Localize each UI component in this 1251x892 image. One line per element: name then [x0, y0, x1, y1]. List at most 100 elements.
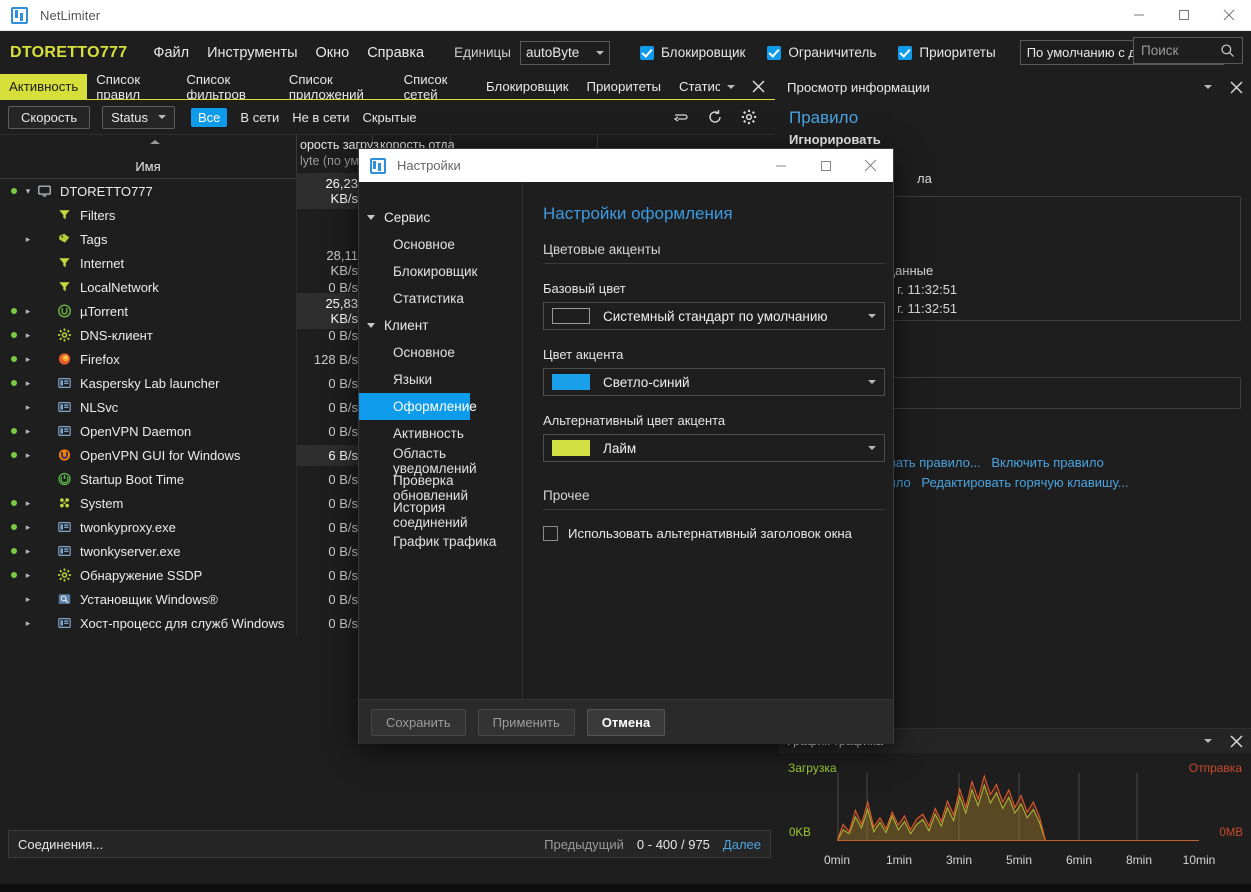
close-icon[interactable] — [1230, 734, 1243, 748]
reset-icon[interactable] — [673, 109, 689, 125]
minimize-button[interactable] — [1116, 0, 1161, 31]
settings-close-button[interactable] — [848, 149, 893, 182]
filter-all[interactable]: Все — [191, 107, 228, 127]
chevron-right-icon[interactable]: ▸ — [25, 425, 31, 436]
filter-offline[interactable]: Не в сети — [292, 109, 350, 125]
settings-nav-item[interactable]: История соединений — [393, 499, 468, 530]
table-row[interactable]: Startup Boot Time 0 B/s — [0, 467, 775, 491]
maximize-button[interactable] — [1161, 0, 1206, 31]
checkbox-icon[interactable] — [543, 526, 558, 541]
chevron-down-icon[interactable] — [1204, 85, 1212, 89]
tab-overflow-button[interactable] — [720, 74, 742, 99]
chevron-right-icon[interactable]: ▸ — [25, 305, 31, 316]
settings-maximize-button[interactable] — [803, 149, 848, 182]
tab-rule-list[interactable]: Список правил — [96, 71, 141, 102]
chevron-down-icon[interactable]: ▾ — [25, 185, 31, 196]
table-row[interactable]: ▸ DNS-клиент 0 B/s — [0, 323, 775, 347]
units-select[interactable]: autoByte — [519, 40, 610, 65]
table-row[interactable]: ▸ Kaspersky Lab launcher 0 B/s — [0, 371, 775, 395]
tab-network-list[interactable]: Список сетей — [403, 71, 448, 102]
chevron-right-icon[interactable]: ▸ — [25, 401, 31, 412]
table-row[interactable]: ▸ Хост-процесс для служб Windows 0 B/s — [0, 611, 775, 635]
settings-nav-item[interactable]: Основное — [393, 237, 455, 252]
tab-blocker[interactable]: Блокировщик — [485, 79, 569, 94]
speed-button[interactable]: Скорость — [8, 105, 91, 129]
filter-hidden[interactable]: Скрытые — [362, 109, 417, 125]
tab-filter-list[interactable]: Список фильтров — [186, 71, 246, 102]
chevron-right-icon[interactable]: ▸ — [25, 521, 31, 532]
refresh-icon[interactable] — [707, 109, 723, 125]
settings-nav-item[interactable]: Проверка обновлений — [393, 472, 468, 503]
menu-file[interactable]: Файл — [153, 44, 190, 61]
menu-help[interactable]: Справка — [367, 44, 425, 61]
table-row[interactable]: LocalNetwork 0 B/s — [0, 275, 775, 299]
apply-button[interactable]: Применить — [477, 708, 575, 736]
close-button[interactable] — [1206, 0, 1251, 31]
chevron-right-icon[interactable]: ▸ — [25, 329, 31, 340]
table-row[interactable]: ▸ NLSvc 0 B/s — [0, 395, 775, 419]
base-color-select[interactable]: Системный стандарт по умолчанию — [543, 302, 885, 330]
table-row[interactable]: ▸ System 0 B/s — [0, 491, 775, 515]
table-row[interactable]: ▾ DTORETTO777 26,23 KB/s — [0, 173, 775, 209]
settings-nav-item[interactable]: Языки — [393, 372, 433, 387]
link-edit-hotkey[interactable]: Редактировать горячую клавишу... — [921, 475, 1129, 490]
chevron-right-icon[interactable]: ▸ — [25, 449, 31, 460]
table-row[interactable]: ▸ twonkyserver.exe 0 B/s — [0, 539, 775, 563]
prev-page-button[interactable]: Предыдущий — [544, 836, 624, 852]
search-input[interactable]: Поиск — [1141, 43, 1179, 58]
settings-nav-item[interactable]: Блокировщик — [393, 264, 478, 279]
accent-color-select[interactable]: Светло-синий — [543, 368, 885, 396]
settings-nav-group[interactable]: Клиент — [359, 312, 522, 339]
settings-nav-item[interactable]: Область уведомлений — [393, 445, 477, 476]
checkbox-blocker[interactable]: Блокировщик — [639, 45, 745, 60]
chevron-right-icon[interactable]: ▸ — [25, 593, 31, 604]
chevron-right-icon[interactable]: ▸ — [25, 569, 31, 580]
cancel-button[interactable]: Отмена — [586, 708, 666, 736]
table-row[interactable]: ▸ Обнаружение SSDP 0 B/s — [0, 563, 775, 587]
save-button[interactable]: Сохранить — [371, 708, 466, 736]
tab-activity[interactable]: Активность — [0, 74, 88, 99]
table-row[interactable]: ▸ Tags — [0, 227, 775, 251]
search-box[interactable]: Поиск — [1133, 37, 1243, 64]
tab-statistics[interactable]: Статис — [679, 79, 720, 94]
tab-close-button[interactable] — [742, 74, 775, 99]
alt-accent-select[interactable]: Лайм — [543, 434, 885, 462]
chevron-right-icon[interactable]: ▸ — [25, 377, 31, 388]
chevron-right-icon[interactable]: ▸ — [25, 617, 31, 628]
menu-tools[interactable]: Инструменты — [207, 44, 298, 61]
chevron-right-icon[interactable]: ▸ — [25, 353, 31, 364]
account-name[interactable]: DTORETTO777 — [10, 43, 128, 61]
alt-titlebar-checkbox-row[interactable]: Использовать альтернативный заголовок ок… — [543, 526, 885, 541]
gear-icon[interactable] — [741, 109, 757, 125]
tab-app-list[interactable]: Список приложений — [288, 71, 364, 102]
chevron-right-icon[interactable]: ▸ — [25, 233, 31, 244]
status-filter-dropdown[interactable]: Status — [102, 105, 175, 129]
settings-nav-item[interactable]: График трафика — [393, 534, 497, 549]
chevron-down-icon[interactable] — [1204, 739, 1212, 743]
settings-nav-item[interactable]: Оформление — [359, 393, 477, 420]
table-row[interactable]: ▸ Firefox 128 B/s — [0, 347, 775, 371]
settings-nav-item[interactable]: Статистика — [393, 291, 464, 306]
table-row[interactable]: Internet 28,11 KB/s — [0, 248, 775, 278]
table-row[interactable]: ▸ Установщик Windows® 0 B/s — [0, 587, 775, 611]
link-enable-rule[interactable]: Включить правило — [991, 455, 1104, 470]
menu-window[interactable]: Окно — [315, 44, 350, 61]
settings-nav-group[interactable]: Сервис — [359, 204, 522, 231]
table-row[interactable]: ▸ twonkyproxy.exe 0 B/s — [0, 515, 775, 539]
settings-nav-item[interactable]: Активность — [393, 426, 464, 441]
table-row[interactable]: ▸ µTorrent 25,83 KB/s — [0, 293, 775, 329]
filter-online[interactable]: В сети — [240, 109, 280, 125]
chevron-right-icon[interactable]: ▸ — [25, 545, 31, 556]
table-row[interactable]: ▸ OpenVPN GUI for Windows 6 B/s — [0, 443, 775, 467]
table-row[interactable]: Filters — [0, 203, 775, 227]
tab-priorities[interactable]: Приоритеты — [586, 79, 661, 94]
close-icon[interactable] — [1230, 81, 1243, 94]
checkbox-limiter[interactable]: Ограничитель — [767, 45, 876, 60]
checkbox-priorities[interactable]: Приоритеты — [898, 45, 996, 60]
next-page-button[interactable]: Далее — [722, 836, 761, 852]
table-row[interactable]: ▸ OpenVPN Daemon 0 B/s — [0, 419, 775, 443]
chevron-right-icon[interactable]: ▸ — [25, 497, 31, 508]
settings-minimize-button[interactable] — [758, 149, 803, 182]
column-header-name[interactable]: Имя — [135, 159, 161, 174]
settings-nav-item[interactable]: Основное — [393, 345, 455, 360]
